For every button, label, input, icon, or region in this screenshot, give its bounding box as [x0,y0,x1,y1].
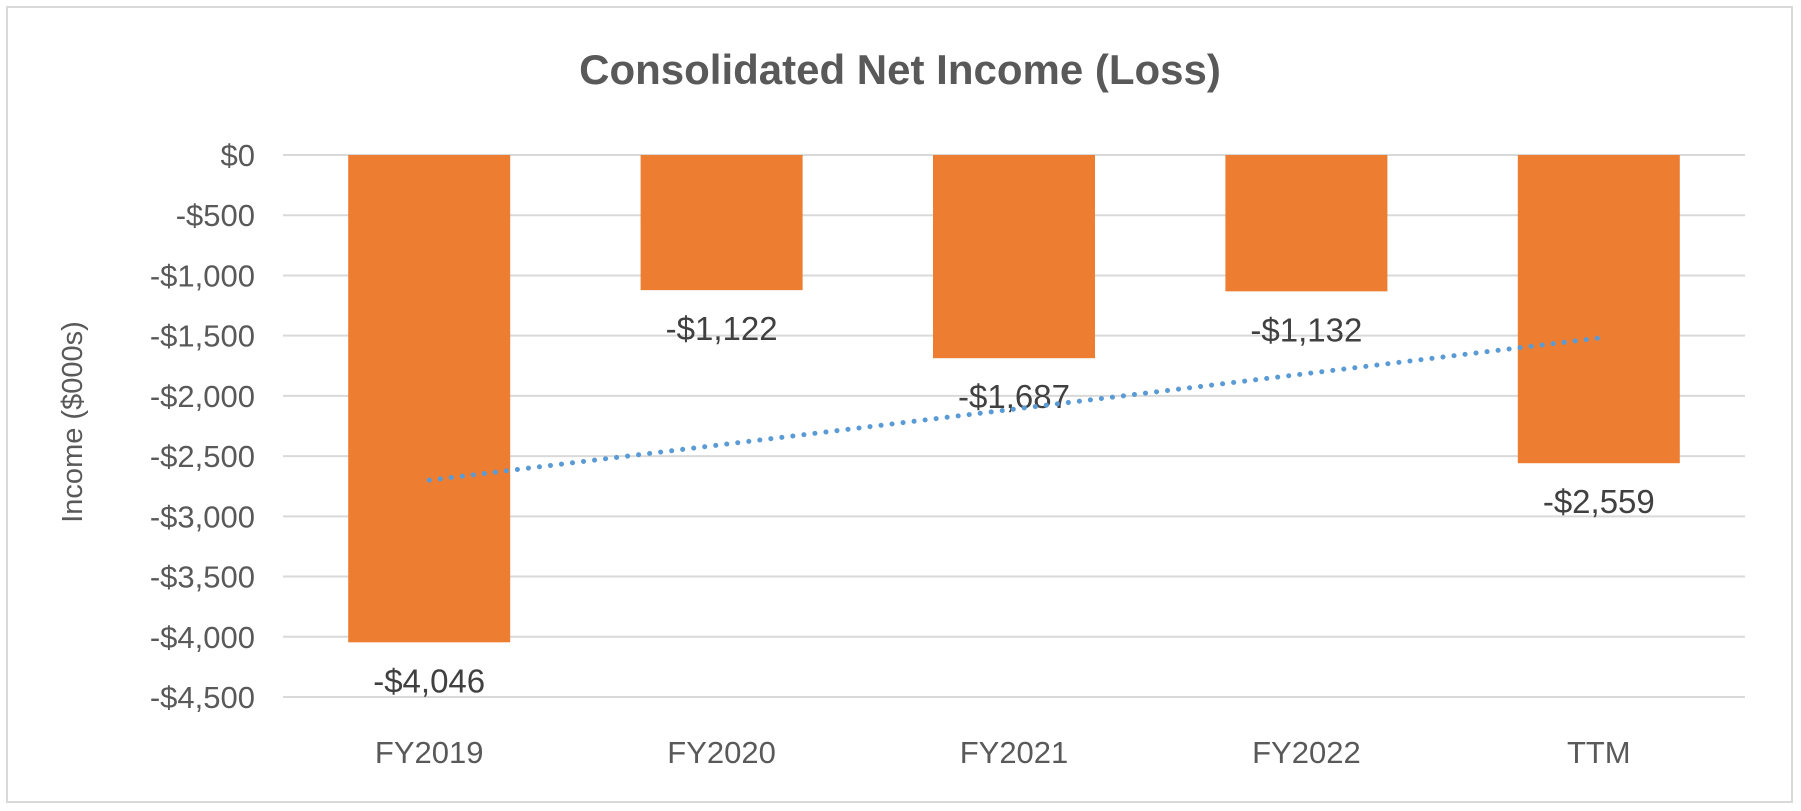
bar [348,155,511,643]
y-tick-label: -$1,000 [150,258,255,293]
bars [348,155,1680,643]
y-tick-label: -$3,500 [150,560,255,595]
x-tick-label: FY2022 [1252,735,1361,770]
x-axis-ticks: FY2019 FY2020 FY2021 FY2022 TTM [375,735,1631,770]
bar [640,155,803,291]
data-label: -$4,046 [373,662,485,699]
y-axis-title: Income ($000s) [57,321,89,523]
chart-frame [6,6,1793,803]
y-tick-label: -$4,500 [150,680,255,715]
y-tick-label: -$2,500 [150,439,255,474]
y-tick-label: -$4,000 [150,620,255,655]
y-axis-ticks: $0 -$500 -$1,000 -$1,500 -$2,000 -$2,500 -$3,0… [150,138,255,715]
x-tick-label: FY2021 [960,735,1069,770]
y-tick-label: -$1,500 [150,319,255,354]
chart-title: Consolidated Net Income (Loss) [579,46,1221,93]
bar [1225,155,1388,292]
y-tick-label: -$2,000 [150,379,255,414]
gridlines [283,154,1745,698]
data-label: -$2,559 [1543,483,1655,520]
data-label: -$1,132 [1250,311,1362,348]
y-tick-label: $0 [221,138,255,173]
trendline-group [426,335,1602,483]
trendline [426,335,1602,483]
data-labels: -$4,046-$1,122-$1,687-$1,132-$2,559 [373,310,1655,699]
x-tick-label: FY2019 [375,735,484,770]
bar [933,155,1095,359]
y-tick-label: -$3,000 [150,499,255,534]
bar [1517,155,1680,464]
data-label: -$1,122 [666,310,778,347]
y-tick-label: -$500 [176,198,255,233]
x-tick-label: TTM [1567,735,1631,770]
x-tick-label: FY2020 [667,735,776,770]
